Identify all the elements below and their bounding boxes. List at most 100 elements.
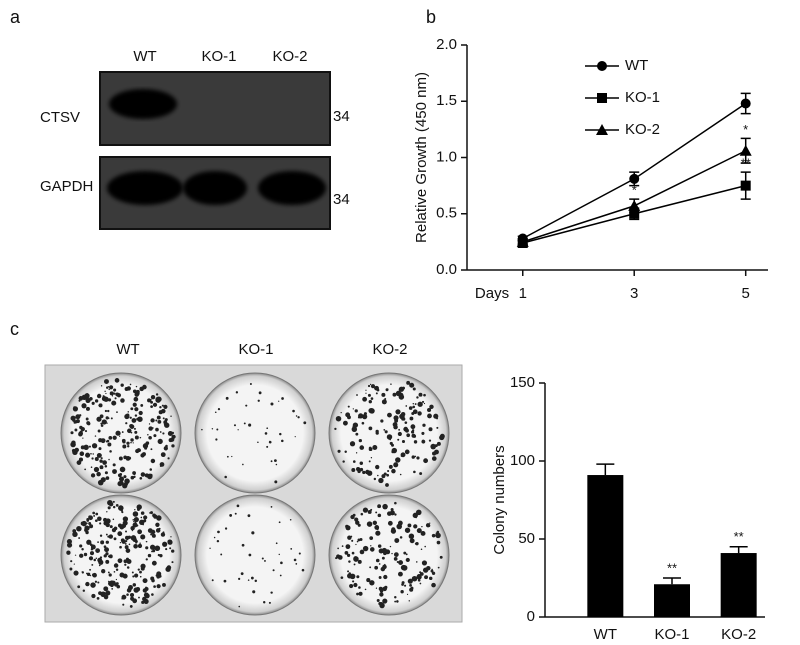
colony [89,524,94,529]
colony [122,603,125,606]
colony [359,445,365,450]
colony [391,468,396,474]
colony [351,426,358,433]
colony [111,395,114,397]
colony [144,446,148,450]
colony [106,439,110,443]
band [109,89,177,119]
colony [367,393,371,397]
colony [73,563,75,565]
colony [103,517,108,522]
colony [145,558,148,561]
colony [140,472,146,477]
colony [115,430,121,436]
colony [387,520,393,526]
y-axis-label: Colony numbers [491,445,508,554]
colony [107,506,111,510]
colony [94,435,97,437]
colony [370,457,373,459]
colony [424,545,426,548]
colony [116,584,121,589]
colony [249,382,252,385]
colony [70,431,74,435]
well-label: KO-1 [238,341,273,358]
colony [421,400,425,403]
colony [115,503,119,507]
colony [99,465,104,470]
colony [379,589,384,593]
colony [137,417,141,421]
colony [86,421,91,425]
colony [74,554,77,556]
colony [152,549,156,553]
colony [372,520,377,525]
colony [423,458,429,464]
colony [126,566,130,569]
colony [153,434,157,438]
colony [90,473,96,478]
colony [96,597,100,600]
colony [415,516,417,519]
colony [100,424,104,427]
colony [215,438,218,441]
error-bar [663,577,681,585]
colony [106,511,108,513]
colony [353,556,358,561]
colony [248,423,252,427]
colony [407,523,412,528]
colony [134,509,136,511]
colony [140,534,146,540]
colony [121,511,124,514]
colony [70,560,73,563]
colony [159,431,162,433]
colony [91,593,96,599]
colony [73,570,79,576]
colony [134,430,138,434]
colony [81,403,87,409]
colony [419,582,422,585]
colony [117,531,123,537]
colony [269,440,271,443]
colony [149,544,156,550]
colony [357,416,360,419]
colony [211,579,214,582]
colony [169,547,172,550]
colony [128,543,131,546]
colony [78,414,82,417]
colony [398,560,404,565]
colony [133,520,135,523]
colony [431,571,436,575]
colony [354,409,358,413]
colony [274,459,277,463]
colony [162,417,165,420]
colony [171,561,174,564]
colony [368,460,371,463]
colony [380,419,384,423]
colony [340,576,344,579]
colony [125,530,128,533]
colony [366,470,373,476]
colony [391,443,394,447]
colony [87,399,89,401]
colony [145,540,148,543]
colony [374,525,380,530]
colony [358,438,362,443]
y-tick-label: 100 [510,452,535,469]
colony [138,410,143,416]
colony [350,535,353,538]
colony [119,545,122,549]
colony [142,596,147,602]
colony [427,413,432,419]
colony [92,511,96,515]
marker [597,93,607,103]
colony [140,404,144,407]
colony [152,395,155,398]
colony [93,466,100,473]
colony [301,568,305,572]
colony [390,383,392,385]
colony [241,543,245,547]
colony [359,467,364,472]
colony [132,583,137,587]
colony [408,533,415,539]
colony [93,514,96,517]
